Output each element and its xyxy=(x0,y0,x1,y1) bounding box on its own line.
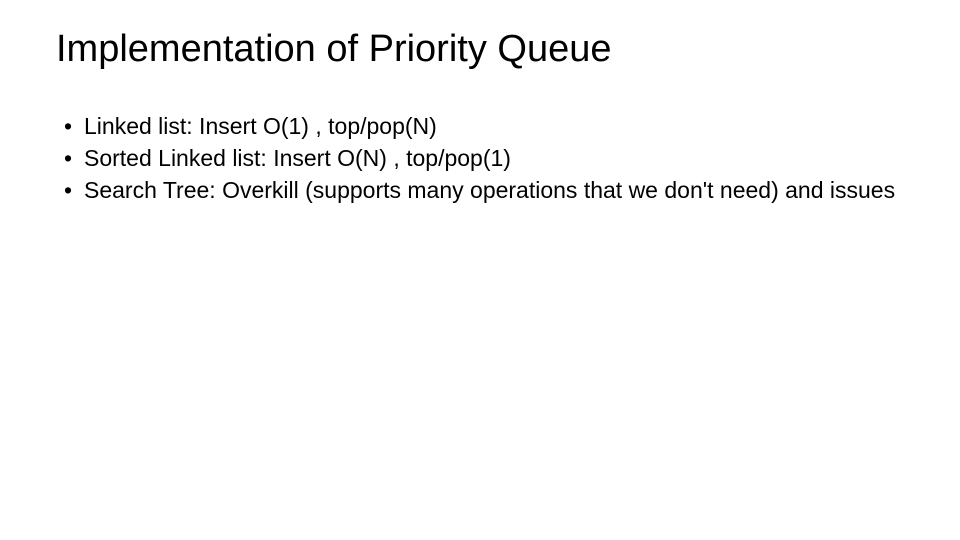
list-item: Linked list: Insert O(1) , top/pop(N) xyxy=(64,110,904,142)
slide: Implementation of Priority Queue Linked … xyxy=(0,0,960,540)
list-item: Sorted Linked list: Insert O(N) , top/po… xyxy=(64,142,904,174)
slide-title: Implementation of Priority Queue xyxy=(56,28,904,72)
list-item: Search Tree: Overkill (supports many ope… xyxy=(64,174,904,206)
bullet-list: Linked list: Insert O(1) , top/pop(N) So… xyxy=(64,110,904,207)
